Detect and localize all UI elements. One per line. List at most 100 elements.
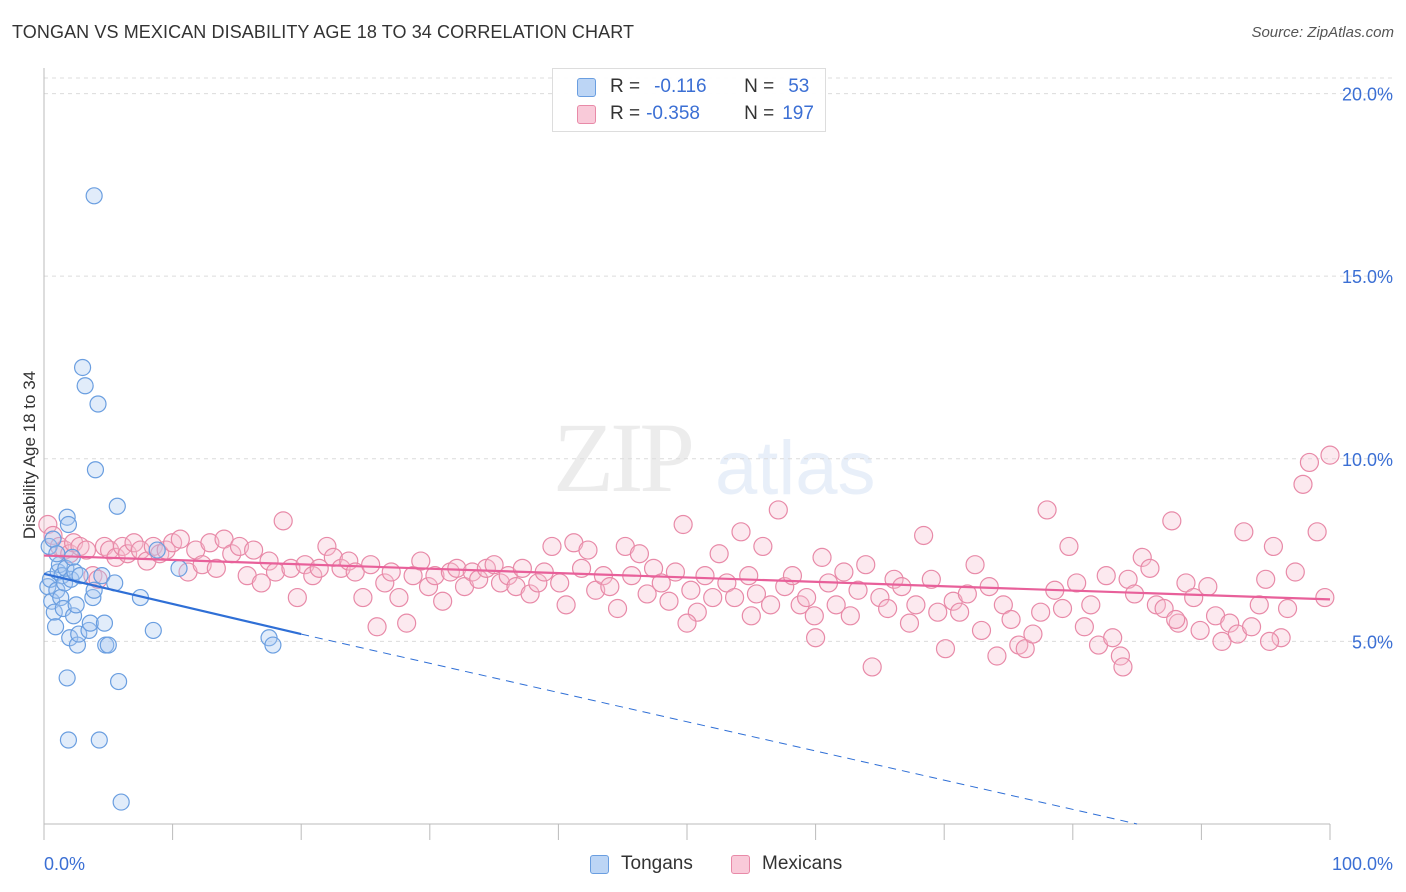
mexicans-point	[1168, 613, 1188, 633]
mexicans-point	[1140, 558, 1160, 578]
tongans-point	[95, 614, 114, 632]
y-tick-label: 15.0%	[1342, 267, 1393, 287]
mexicans-swatch	[731, 854, 750, 874]
watermark-atlas: atlas	[715, 426, 876, 511]
legend-r-label: R =	[610, 76, 641, 97]
mexicans-n-value: 197	[782, 103, 814, 124]
mexicans-point	[99, 540, 120, 560]
watermark-zip: ZIP	[553, 402, 695, 513]
mexicans-point	[804, 606, 824, 626]
mexicans-r-value: -0.358	[646, 103, 700, 124]
tongans-point	[57, 559, 75, 577]
mexicans-point	[826, 595, 846, 615]
tongans-point	[99, 636, 117, 654]
legend-r-label: R =	[610, 103, 641, 124]
mexicans-trendline	[43, 554, 1331, 601]
tongans-point	[86, 461, 105, 479]
mexicans-point	[1166, 609, 1186, 630]
mexicans-point	[760, 595, 781, 615]
tongans-n-value: 53	[788, 76, 810, 97]
mexicans-point	[892, 577, 912, 597]
legend-row-mexicans: R = -0.358 N = 197	[577, 102, 814, 126]
mexicans-point	[433, 591, 453, 611]
mexicans-point	[724, 587, 745, 608]
tongans-point	[90, 731, 108, 749]
mexicans-point	[741, 606, 761, 626]
mexicans-point	[681, 580, 701, 600]
mexicans-point	[389, 587, 409, 608]
y-tick-label: 10.0%	[1342, 450, 1393, 470]
tongans-point	[58, 669, 76, 687]
mexicans-point	[1113, 657, 1133, 677]
mexicans-point	[1096, 566, 1116, 586]
mexicans-point	[1074, 617, 1094, 637]
mexicans-point	[1315, 587, 1335, 608]
mexicans-point	[1190, 620, 1210, 641]
mexicans-point	[556, 595, 576, 615]
mexicans-point	[490, 573, 511, 593]
mexicans-point	[673, 514, 693, 535]
mexicans-point	[244, 540, 264, 560]
mexicans-point	[935, 639, 956, 659]
mexicans-point	[1059, 536, 1079, 557]
mexicans-point	[677, 613, 697, 633]
tongans-point	[144, 621, 162, 640]
mexicans-point	[1256, 569, 1276, 589]
mexicans-point	[906, 595, 926, 615]
mexicans-point	[361, 555, 381, 575]
y-tick-label: 20.0%	[1342, 85, 1393, 105]
tongans-swatch	[577, 77, 596, 97]
tongans-point	[71, 567, 89, 585]
mexicans-point	[200, 533, 220, 553]
mexicans-point	[381, 562, 401, 582]
mexicans-point	[796, 587, 817, 608]
tongans-point	[89, 395, 107, 413]
mexicans-point	[331, 558, 351, 578]
mexicans-point	[425, 566, 445, 586]
mexicans-point	[550, 573, 570, 593]
tongans-trendline	[43, 572, 302, 636]
mexicans-point	[1249, 595, 1269, 615]
tongans-point	[44, 530, 62, 548]
mexicans-point	[768, 500, 788, 520]
tongans-label: Tongans	[621, 853, 693, 874]
mexicans-point	[921, 569, 941, 589]
mexicans-point	[965, 555, 985, 575]
mexicans-point	[950, 602, 970, 622]
mexicans-point	[375, 573, 395, 593]
mexicans-point	[600, 577, 620, 597]
tongans-point	[59, 731, 78, 749]
mexicans-point	[878, 598, 898, 619]
mexicans-point	[1067, 573, 1087, 593]
mexicans-point	[43, 525, 63, 546]
mexicans-point	[418, 577, 439, 597]
mexicans-point	[440, 562, 460, 582]
mexicans-point	[484, 555, 504, 575]
mexicans-point	[1031, 602, 1051, 622]
mexicans-point	[345, 562, 365, 582]
mexicans-point	[629, 544, 650, 564]
mexicans-point	[512, 558, 532, 578]
mexicans-point	[528, 573, 548, 593]
mexicans-label: Mexicans	[762, 853, 843, 874]
mexicans-point	[259, 551, 279, 571]
mexicans-point	[229, 536, 250, 557]
mexicans-point	[1320, 445, 1340, 465]
mexicans-point	[790, 595, 810, 615]
mexicans-point	[1023, 624, 1043, 644]
mexicans-point	[928, 602, 948, 622]
legend-n-label: N =	[744, 103, 775, 124]
bottom-legend-tongans: Tongans	[590, 851, 693, 877]
legend-row-tongans: R = -0.116 N = 53	[577, 75, 809, 99]
mexicans-point	[76, 540, 97, 560]
tongans-point	[45, 603, 63, 621]
x-tick-label: 100.0%	[1332, 854, 1393, 874]
tongans-point	[85, 187, 103, 205]
mexicans-point	[1234, 522, 1254, 542]
mexicans-point	[397, 613, 417, 633]
mexicans-point	[834, 562, 854, 582]
y-tick-label: 5.0%	[1352, 632, 1393, 652]
bottom-legend-mexicans: Mexicans	[731, 851, 842, 877]
tongans-point	[48, 545, 66, 563]
mexicans-swatch	[577, 104, 596, 124]
